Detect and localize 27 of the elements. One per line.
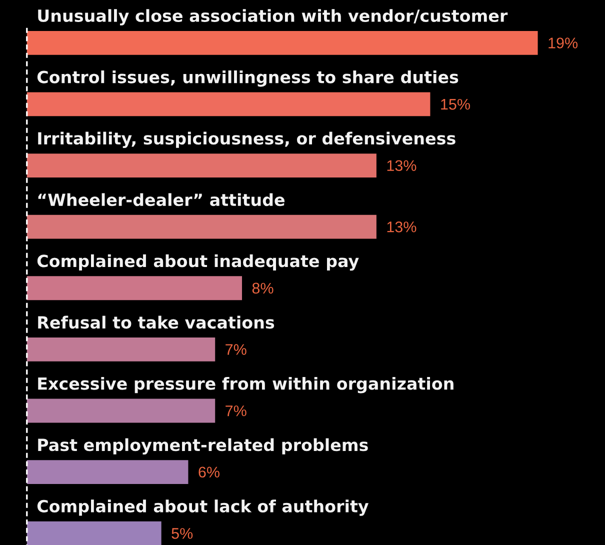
- data-label: 13%: [387, 222, 416, 232]
- y-tick-label: Control issues, unwillingness to share duties: [37, 70, 458, 87]
- bar: [26, 154, 376, 178]
- data-label: 8%: [252, 282, 274, 294]
- data-label: 6%: [198, 466, 220, 478]
- y-tick-label: Complained about lack of authority: [37, 500, 369, 516]
- data-label: 15%: [441, 98, 470, 110]
- y-tick-label: “Wheeler-dealer” attitude: [38, 193, 285, 206]
- data-label: 7%: [226, 405, 246, 416]
- bar: [26, 276, 242, 300]
- bar: [26, 92, 430, 116]
- y-tick-label: Unusually close association with vendor/customer: [38, 9, 508, 26]
- bar: [26, 337, 216, 362]
- bar: [26, 214, 376, 239]
- y-tick-label: Refusal to take vacations: [38, 316, 274, 329]
- y-tick-label: Irritability, suspiciousness, or defensiveness: [38, 132, 456, 148]
- data-label: 7%: [226, 344, 246, 355]
- data-label: 5%: [172, 528, 193, 539]
- bar: [26, 521, 162, 545]
- y-tick-label: Past employment-related problems: [38, 438, 368, 455]
- data-label: 19%: [548, 38, 578, 48]
- bar: [26, 30, 538, 55]
- bar: [26, 460, 188, 484]
- data-label: 13%: [387, 160, 416, 172]
- y-tick-label: Complained about inadequate pay: [37, 254, 359, 271]
- y-tick-label: Excessive pressure from within organization: [38, 376, 454, 394]
- bar: [26, 398, 216, 423]
